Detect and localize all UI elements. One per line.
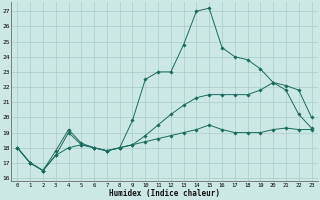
X-axis label: Humidex (Indice chaleur): Humidex (Indice chaleur) [109,189,220,198]
